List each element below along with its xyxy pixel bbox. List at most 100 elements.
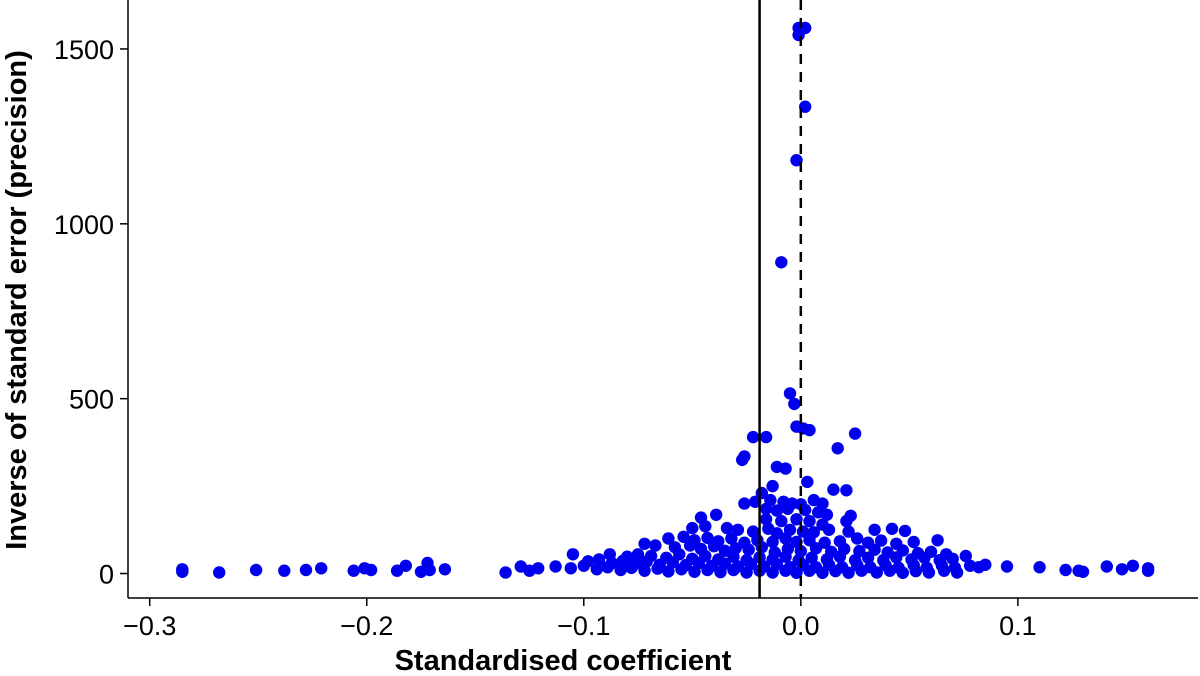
data-point [799, 503, 812, 517]
x-tick-label: 0.0 [782, 611, 820, 641]
data-point [662, 565, 675, 578]
data-point [766, 535, 779, 549]
data-point [1115, 563, 1129, 576]
data-point [714, 565, 727, 579]
data-point [746, 430, 760, 444]
data-point [759, 502, 773, 515]
data-point [931, 534, 944, 547]
data-point [766, 479, 779, 493]
data-point [701, 531, 714, 545]
data-point [677, 530, 690, 543]
data-point [1033, 561, 1046, 574]
y-axis-title: Inverse of standard error (precision) [1, 50, 33, 550]
data-point [840, 514, 853, 528]
data-point [601, 561, 614, 574]
data-point [1000, 560, 1014, 573]
data-point [564, 562, 577, 575]
data-point [799, 100, 812, 113]
data-point [833, 550, 847, 563]
data-point [358, 562, 371, 575]
data-point [803, 423, 816, 437]
data-point [749, 495, 762, 508]
x-axis-title: Standardised coefficient [395, 645, 732, 676]
data-point [499, 566, 512, 579]
data-point [438, 563, 452, 576]
y-tick-label: 0 [99, 560, 114, 590]
data-point [909, 564, 922, 578]
data-point [790, 566, 803, 579]
data-point [766, 566, 779, 579]
data-point [651, 562, 664, 575]
x-tick-label: −0.3 [123, 611, 176, 641]
data-point [699, 520, 712, 533]
data-point [775, 514, 788, 528]
y-tick-label: 1500 [54, 35, 114, 65]
data-point [779, 462, 792, 475]
data-point [213, 566, 226, 579]
data-point [347, 564, 360, 577]
data-point [840, 484, 853, 497]
data-point [770, 504, 784, 517]
data-point [662, 532, 675, 545]
data-point [831, 442, 844, 455]
data-point [896, 566, 909, 579]
data-point [1126, 559, 1140, 572]
data-point [549, 560, 562, 573]
data-point [514, 560, 527, 573]
data-point [1100, 560, 1114, 573]
data-point [842, 525, 855, 538]
x-axis-ticks: −0.3 −0.2 −0.1 0.0 0.1 [123, 598, 1037, 641]
y-axis-ticks: 0 500 1000 1500 [54, 35, 128, 590]
y-tick-label: 500 [69, 385, 114, 415]
data-point [803, 514, 816, 528]
data-point [577, 559, 590, 572]
data-point [979, 558, 992, 571]
data-point [950, 566, 964, 579]
data-point [675, 563, 688, 576]
points-layer [176, 21, 1155, 579]
x-tick-label: −0.2 [340, 611, 393, 641]
data-point [883, 564, 896, 577]
data-point [922, 566, 936, 579]
data-point [649, 539, 662, 552]
data-point [421, 556, 434, 570]
data-point [907, 535, 920, 549]
data-point [727, 563, 740, 577]
data-point [937, 564, 951, 577]
y-tick-label: 1000 [54, 210, 114, 240]
data-point [701, 563, 714, 577]
data-point [848, 427, 862, 440]
reference-lines [758, 0, 803, 598]
data-point [788, 397, 801, 411]
data-point [779, 532, 792, 545]
x-tick-label: −0.1 [557, 611, 610, 641]
data-point [822, 523, 836, 536]
data-point [803, 564, 816, 577]
data-point [315, 562, 328, 575]
data-point [805, 551, 818, 564]
data-point [855, 564, 868, 577]
data-point [731, 523, 745, 536]
data-point [566, 548, 580, 561]
data-point [959, 549, 972, 563]
data-point [1059, 563, 1072, 577]
data-point [820, 508, 834, 521]
data-point [736, 453, 749, 467]
data-point [727, 550, 740, 563]
data-point [759, 513, 773, 526]
data-point [707, 540, 721, 553]
data-point [779, 550, 792, 563]
data-point [816, 566, 829, 579]
data-point [885, 522, 899, 535]
data-point [592, 553, 606, 566]
data-point [390, 564, 404, 577]
data-point [725, 532, 738, 545]
data-point [625, 561, 638, 575]
data-point [890, 551, 903, 564]
data-point [809, 542, 823, 555]
data-point [740, 566, 753, 579]
data-point [783, 387, 797, 400]
data-point [299, 563, 313, 577]
data-point [176, 563, 189, 576]
